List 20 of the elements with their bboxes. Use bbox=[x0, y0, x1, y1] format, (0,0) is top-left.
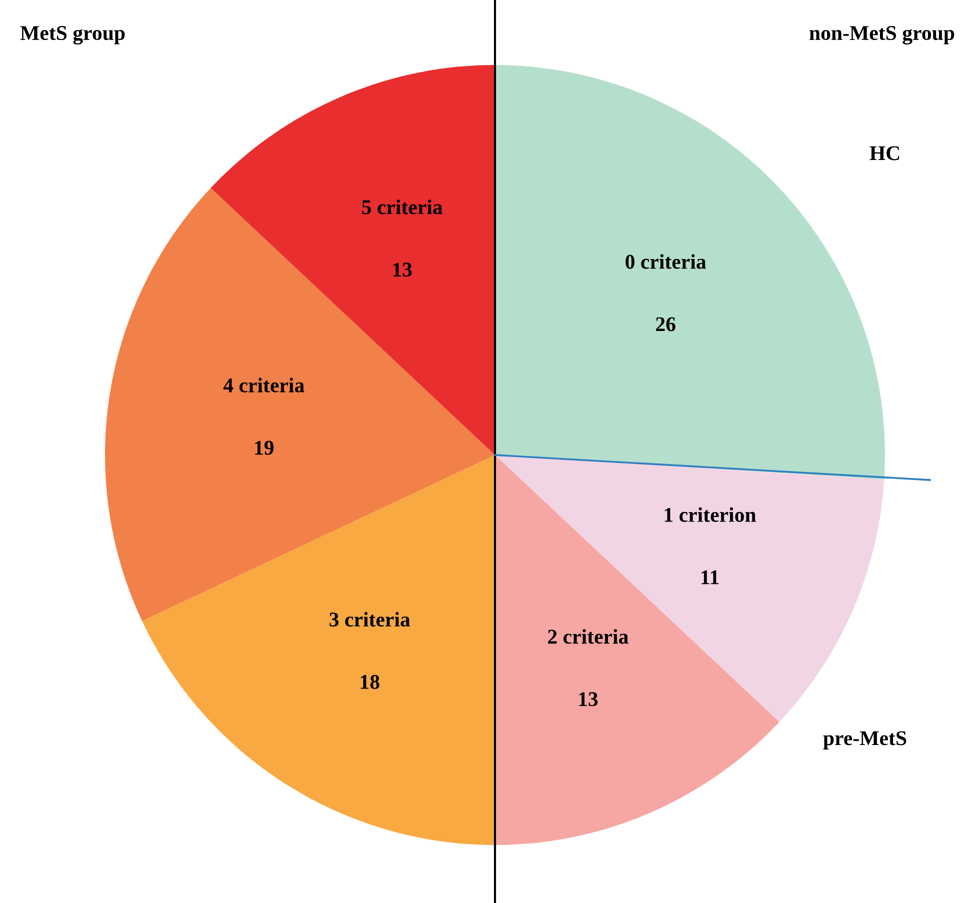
text: non-MetS group bbox=[810, 26, 954, 44]
slice-label: 1 criterion bbox=[664, 507, 756, 522]
text: HC bbox=[870, 146, 900, 160]
data-label: 19 bbox=[255, 440, 274, 455]
pie-slice bbox=[495, 455, 780, 845]
text: pre-MetS bbox=[823, 731, 906, 750]
slice-label: 2 criteria bbox=[548, 629, 628, 644]
slice-label: 3 criteria bbox=[330, 612, 410, 627]
text: MetS group bbox=[20, 26, 125, 44]
data-label: 13 bbox=[579, 692, 598, 706]
pie-slice bbox=[210, 65, 495, 455]
data-label: 26 bbox=[656, 317, 676, 332]
data-label: 11 bbox=[702, 570, 719, 584]
slice-label: 5 criteria bbox=[362, 200, 443, 214]
data-label: 13 bbox=[393, 262, 412, 277]
slice-label: 0 criteria bbox=[626, 254, 706, 269]
pie-slice bbox=[142, 455, 495, 845]
slice-label: 4 criteria bbox=[223, 378, 304, 392]
pie-slice bbox=[495, 455, 884, 722]
data-label: 18 bbox=[360, 674, 380, 689]
